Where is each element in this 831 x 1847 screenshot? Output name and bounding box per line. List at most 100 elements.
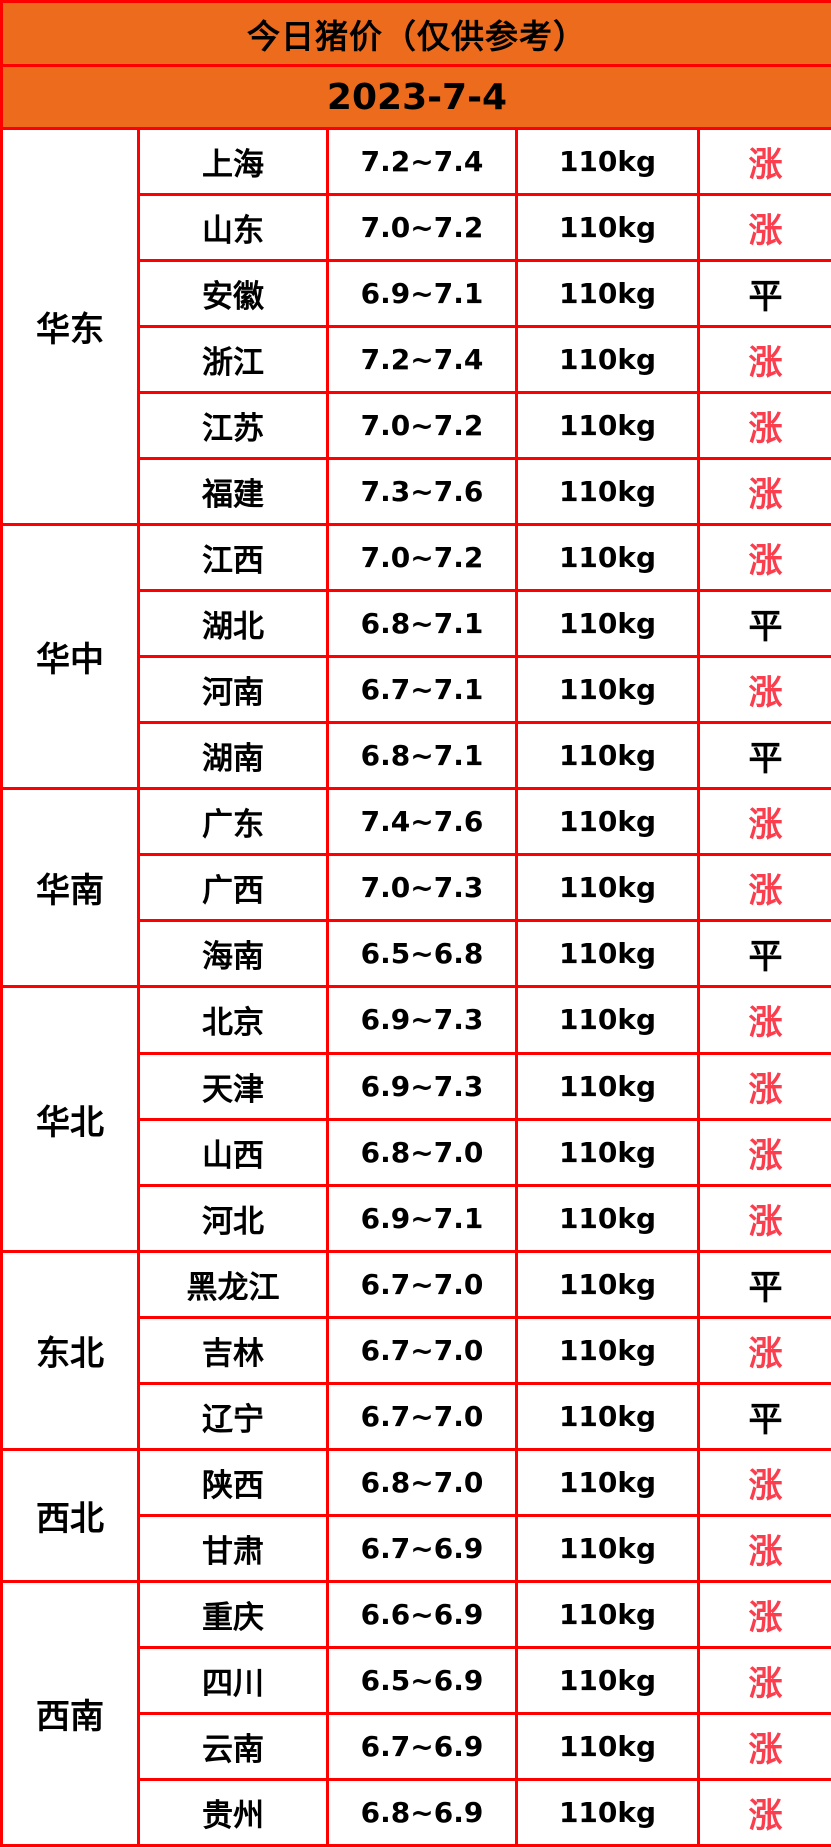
title-row: 今日猪价（仅供参考） <box>0 0 831 68</box>
trend-cell: 平 <box>696 919 831 989</box>
table-row: 甘肃 6.7~6.9 110kg 涨 <box>2 1513 831 1583</box>
price-cell: 6.7~7.0 <box>326 1381 518 1451</box>
province-cell: 甘肃 <box>137 1513 329 1583</box>
province-cell: 黑龙江 <box>137 1249 329 1319</box>
weight-cell: 110kg <box>515 589 700 659</box>
price-cell: 6.9~7.1 <box>326 1183 518 1253</box>
weight-cell: 110kg <box>515 985 700 1055</box>
trend-cell: 涨 <box>696 1315 831 1385</box>
weight-cell: 110kg <box>515 1513 700 1583</box>
weight-cell: 110kg <box>515 1645 700 1715</box>
weight-cell: 110kg <box>515 1711 700 1781</box>
price-cell: 7.0~7.2 <box>326 193 518 263</box>
table-row: 华中 江西 7.0~7.2 110kg 涨 <box>0 523 831 791</box>
weight-cell: 110kg <box>515 1579 700 1649</box>
trend-cell: 平 <box>696 1381 831 1451</box>
trend-cell: 涨 <box>696 127 831 197</box>
price-cell: 7.2~7.4 <box>326 325 518 395</box>
weight-cell: 110kg <box>515 1051 700 1121</box>
table-row: 吉林 6.7~7.0 110kg 涨 <box>2 1315 831 1385</box>
weight-cell: 110kg <box>515 1315 700 1385</box>
table-row: 华北 北京 6.9~7.3 110kg 涨 <box>0 985 831 1253</box>
weight-cell: 110kg <box>515 259 700 329</box>
price-cell: 6.8~6.9 <box>326 1777 518 1847</box>
region-cell: 西北 <box>0 1447 140 1583</box>
table-row: 西北 陕西 6.8~7.0 110kg 涨 <box>0 1447 831 1583</box>
weight-cell: 110kg <box>515 787 700 857</box>
table-row: 西南 重庆 6.6~6.9 110kg 涨 <box>0 1579 831 1847</box>
province-cell: 广东 <box>137 787 329 857</box>
weight-cell: 110kg <box>515 1249 700 1319</box>
price-cell: 6.7~7.1 <box>326 655 518 725</box>
price-cell: 6.6~6.9 <box>326 1579 518 1649</box>
province-cell: 河北 <box>137 1183 329 1253</box>
price-cell: 7.0~7.3 <box>326 853 518 923</box>
province-cell: 吉林 <box>137 1315 329 1385</box>
table-row: 华南 广东 7.4~7.6 110kg 涨 <box>0 787 831 989</box>
price-cell: 6.8~7.0 <box>326 1117 518 1187</box>
province-cell: 福建 <box>137 457 329 527</box>
weight-cell: 110kg <box>515 919 700 989</box>
province-cell: 辽宁 <box>137 1381 329 1451</box>
table-row: 四川 6.5~6.9 110kg 涨 <box>2 1645 831 1715</box>
table-row: 江苏 7.0~7.2 110kg 涨 <box>2 391 831 461</box>
table-row: 华东 上海 7.2~7.4 110kg 涨 <box>0 127 831 527</box>
province-cell: 江西 <box>137 523 329 593</box>
price-cell: 6.7~6.9 <box>326 1711 518 1781</box>
weight-cell: 110kg <box>515 655 700 725</box>
table-row: 安徽 6.9~7.1 110kg 平 <box>2 259 831 329</box>
price-cell: 6.8~7.0 <box>326 1447 518 1517</box>
weight-cell: 110kg <box>515 127 700 197</box>
trend-cell: 平 <box>696 259 831 329</box>
table-row: 河北 6.9~7.1 110kg 涨 <box>2 1183 831 1253</box>
price-cell: 6.9~7.3 <box>326 985 518 1055</box>
table-row: 天津 6.9~7.3 110kg 涨 <box>2 1051 831 1121</box>
region-cell: 华东 <box>0 127 140 527</box>
weight-cell: 110kg <box>515 325 700 395</box>
weight-cell: 110kg <box>515 1381 700 1451</box>
trend-cell: 涨 <box>696 1513 831 1583</box>
price-cell: 6.7~7.0 <box>326 1315 518 1385</box>
trend-cell: 平 <box>696 589 831 659</box>
province-cell: 山东 <box>137 193 329 263</box>
weight-cell: 110kg <box>515 1777 700 1847</box>
trend-cell: 涨 <box>696 325 831 395</box>
trend-cell: 涨 <box>696 457 831 527</box>
province-cell: 海南 <box>137 919 329 989</box>
table-row: 山西 6.8~7.0 110kg 涨 <box>2 1117 831 1187</box>
weight-cell: 110kg <box>515 853 700 923</box>
table-row: 贵州 6.8~6.9 110kg 涨 <box>2 1777 831 1847</box>
table-row: 山东 7.0~7.2 110kg 涨 <box>2 193 831 263</box>
table-row: 东北 黑龙江 6.7~7.0 110kg 平 <box>0 1249 831 1451</box>
price-cell: 6.8~7.1 <box>326 589 518 659</box>
trend-cell: 涨 <box>696 193 831 263</box>
price-cell: 7.4~7.6 <box>326 787 518 857</box>
page-title: 今日猪价（仅供参考） <box>0 0 831 68</box>
weight-cell: 110kg <box>515 1447 700 1517</box>
region-cell: 华南 <box>0 787 140 989</box>
trend-cell: 涨 <box>696 1645 831 1715</box>
trend-cell: 涨 <box>696 1117 831 1187</box>
price-cell: 6.5~6.9 <box>326 1645 518 1715</box>
province-cell: 重庆 <box>137 1579 329 1649</box>
trend-cell: 涨 <box>696 1447 831 1517</box>
region-cell: 东北 <box>0 1249 140 1451</box>
table-row: 福建 7.3~7.6 110kg 涨 <box>2 457 831 527</box>
trend-cell: 涨 <box>696 523 831 593</box>
price-cell: 7.3~7.6 <box>326 457 518 527</box>
table-row: 云南 6.7~6.9 110kg 涨 <box>2 1711 831 1781</box>
weight-cell: 110kg <box>515 523 700 593</box>
table-row: 河南 6.7~7.1 110kg 涨 <box>2 655 831 725</box>
trend-cell: 涨 <box>696 1711 831 1781</box>
price-cell: 7.0~7.2 <box>326 523 518 593</box>
table-row: 海南 6.5~6.8 110kg 平 <box>2 919 831 989</box>
trend-cell: 涨 <box>696 853 831 923</box>
weight-cell: 110kg <box>515 721 700 791</box>
province-cell: 湖南 <box>137 721 329 791</box>
province-cell: 河南 <box>137 655 329 725</box>
date-label: 2023-7-4 <box>0 64 831 131</box>
trend-cell: 涨 <box>696 391 831 461</box>
weight-cell: 110kg <box>515 1117 700 1187</box>
trend-cell: 涨 <box>696 1183 831 1253</box>
